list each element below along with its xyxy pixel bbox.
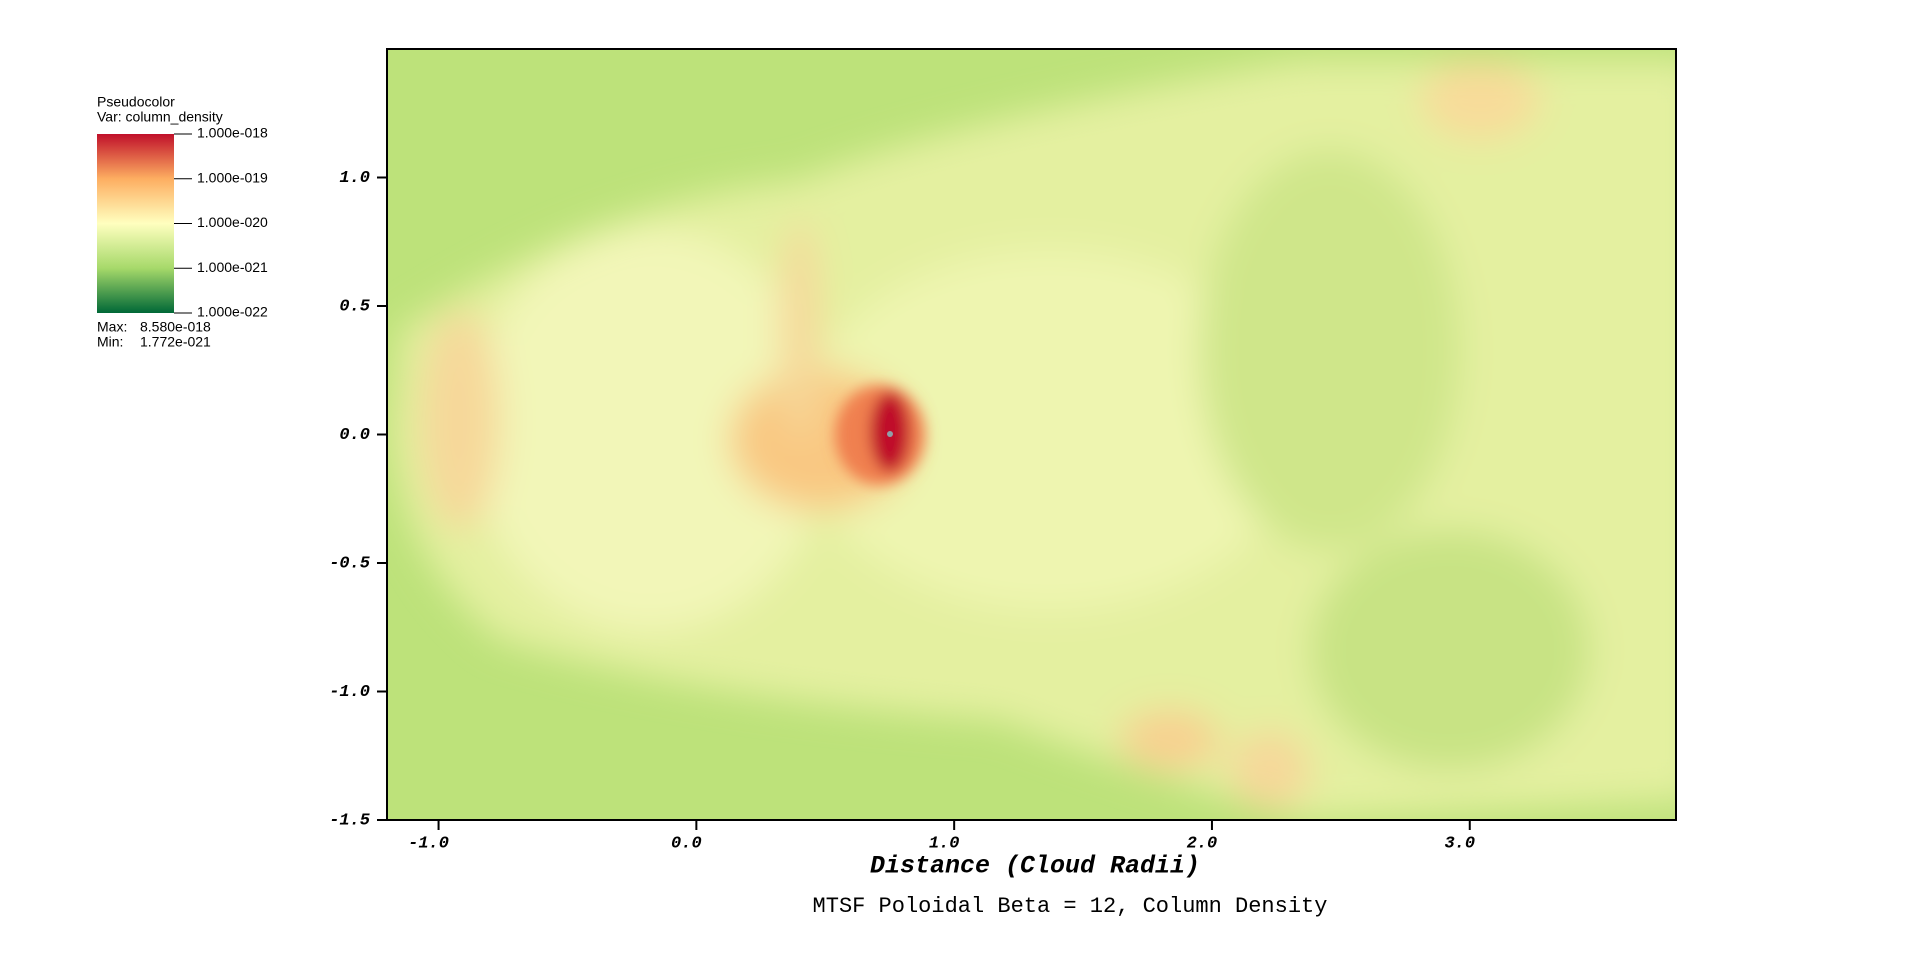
y-tick-label: -1.5 bbox=[329, 811, 370, 830]
x-axis-label: Distance (Cloud Radii) bbox=[870, 852, 1200, 881]
x-tick-label: 1.0 bbox=[929, 834, 960, 853]
legend-tick-label: 1.000e-021 bbox=[197, 259, 268, 275]
color-bar bbox=[97, 134, 174, 313]
y-tick-label: 0.0 bbox=[339, 426, 370, 445]
legend-tick-label: 1.000e-018 bbox=[197, 125, 268, 141]
legend-tick-label: 1.000e-022 bbox=[197, 304, 268, 320]
legend-title: Pseudocolor bbox=[97, 94, 175, 110]
y-tick-label: 1.0 bbox=[339, 169, 370, 188]
y-tick-label: -1.0 bbox=[329, 683, 370, 702]
legend-max: 8.580e-018 bbox=[140, 319, 211, 335]
x-tick-label: 3.0 bbox=[1444, 834, 1475, 853]
legend-tick-label: 1.000e-019 bbox=[197, 169, 268, 185]
x-tick-label: -1.0 bbox=[408, 834, 449, 853]
x-tick-label: 0.0 bbox=[671, 834, 702, 853]
legend-min: 1.772e-021 bbox=[140, 334, 211, 350]
legend-tick-label: 1.000e-020 bbox=[197, 214, 268, 230]
y-tick-label: 0.5 bbox=[339, 297, 370, 316]
heatmap-field bbox=[387, 49, 1676, 820]
legend-max-label: Max: bbox=[97, 319, 127, 335]
x-tick-label: 2.0 bbox=[1187, 834, 1218, 853]
y-tick-label: -0.5 bbox=[329, 554, 370, 573]
chart-title: MTSF Poloidal Beta = 12, Column Density bbox=[813, 894, 1328, 919]
legend-var: Var: column_density bbox=[97, 109, 223, 125]
legend-min-label: Min: bbox=[97, 334, 123, 350]
